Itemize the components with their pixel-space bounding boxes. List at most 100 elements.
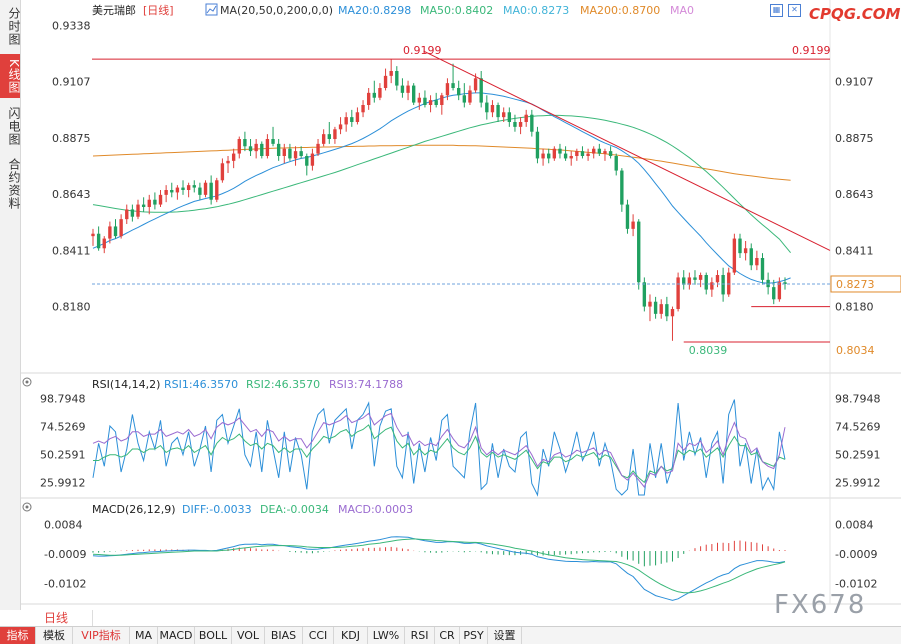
macd-settings-icon[interactable] bbox=[22, 502, 32, 512]
legend-rsi2: RSI2:46.3570 bbox=[246, 378, 320, 391]
time-tick-7: 2025/05 bbox=[712, 609, 762, 610]
sidebar-item-flash[interactable]: 闪电图 bbox=[7, 106, 21, 146]
legend-macd: MACD:0.0003 bbox=[338, 503, 413, 516]
candle-body bbox=[704, 275, 708, 290]
window-grid-icon[interactable]: ▦ bbox=[770, 4, 783, 17]
candle-body bbox=[738, 238, 742, 254]
current-price-box bbox=[830, 275, 901, 293]
candle-body bbox=[355, 112, 360, 122]
toolbar-tab-11[interactable]: RSI bbox=[405, 627, 435, 644]
ma-settings-icon[interactable] bbox=[205, 3, 218, 16]
candle-body bbox=[457, 88, 461, 96]
toolbar-tab-8[interactable]: CCI bbox=[303, 627, 334, 644]
macd-tick-right-1: -0.0009 bbox=[835, 548, 877, 561]
candle-body bbox=[563, 153, 568, 159]
legend-ma-params: MA(20,50,0,200,0,0) bbox=[220, 4, 333, 17]
candle-body bbox=[473, 78, 478, 91]
candle-body bbox=[186, 185, 191, 190]
candle-body bbox=[625, 204, 630, 229]
window-close-icon[interactable]: ✕ bbox=[788, 4, 801, 17]
candle-body bbox=[153, 199, 157, 205]
chart-canvas: 美元瑞郎 [日线] MA(20,50,0,200,0,0) MA20:0.829… bbox=[20, 0, 901, 610]
macd-tick-left-0: 0.0084 bbox=[44, 518, 83, 531]
candle-body bbox=[434, 100, 438, 105]
period-tag[interactable]: [日线] bbox=[143, 3, 174, 17]
candle-body bbox=[321, 134, 326, 144]
macd-tick-right-0: 0.0084 bbox=[835, 518, 874, 531]
candle-body bbox=[333, 129, 337, 139]
toolbar-tab-10[interactable]: LW% bbox=[368, 627, 405, 644]
toolbar-tab-0[interactable]: 指标 bbox=[0, 627, 36, 644]
candle-body bbox=[243, 139, 247, 147]
toolbar-tab-14[interactable]: 设置 bbox=[488, 627, 522, 644]
candle-body bbox=[535, 131, 540, 159]
toolbar-tab-9[interactable]: KDJ bbox=[334, 627, 368, 644]
candle-body bbox=[468, 90, 472, 103]
sidebar-item-timeshare[interactable]: 分时图 bbox=[7, 6, 21, 46]
toolbar-tab-7[interactable]: BIAS bbox=[265, 627, 303, 644]
candle-body bbox=[631, 221, 635, 229]
toolbar-tab-3[interactable]: MA bbox=[130, 627, 158, 644]
main-legend: 美元瑞郎 [日线] MA(20,50,0,200,0,0) MA20:0.829… bbox=[92, 3, 694, 516]
candle-body bbox=[108, 226, 112, 239]
macd-tick-left-2: -0.0102 bbox=[44, 578, 86, 591]
toolbar-tab-4[interactable]: MACD bbox=[158, 627, 195, 644]
candle-body bbox=[637, 221, 641, 283]
candle-body bbox=[485, 102, 489, 113]
candle-body bbox=[164, 190, 168, 195]
candle-body bbox=[119, 219, 123, 237]
price-tick-left-1: 0.9107 bbox=[52, 75, 91, 88]
ma20-line bbox=[92, 92, 791, 284]
candle-body bbox=[383, 75, 388, 88]
candle-body bbox=[192, 185, 196, 188]
sidebar-item-contract[interactable]: 合约资料 bbox=[7, 158, 21, 210]
candle-body bbox=[693, 277, 697, 280]
candle-body bbox=[260, 143, 264, 156]
candle-body bbox=[507, 112, 512, 122]
candle-body bbox=[524, 114, 528, 122]
low-line-label: 0.8034 bbox=[836, 344, 875, 357]
toolbar-tab-5[interactable]: BOLL bbox=[195, 627, 232, 644]
candle-body bbox=[400, 85, 405, 93]
watermark: FX678 bbox=[774, 590, 867, 620]
candle-body bbox=[614, 156, 618, 171]
time-tick-2: 2024/12 bbox=[287, 609, 337, 610]
rsi-tick-left-2: 50.2591 bbox=[40, 448, 86, 461]
candle-body bbox=[642, 282, 647, 307]
toolbar-tab-2[interactable]: VIP指标 bbox=[73, 627, 130, 644]
time-axis: 2024/10 2024/11 2024/12 2025/01 2025/02 2025/… bbox=[112, 609, 762, 610]
candle-body bbox=[597, 148, 602, 154]
candle-body bbox=[276, 143, 281, 156]
candle-body bbox=[327, 134, 331, 139]
toolbar-tab-6[interactable]: VOL bbox=[232, 627, 265, 644]
candle-body bbox=[440, 95, 444, 105]
ma50-line bbox=[92, 114, 791, 254]
panel-settings-icons[interactable] bbox=[22, 377, 32, 512]
legend-ma0-second: MA0 bbox=[670, 4, 694, 17]
candle-body bbox=[271, 139, 275, 144]
toolbar-tab-1[interactable]: 模板 bbox=[36, 627, 73, 644]
candle-body bbox=[496, 105, 500, 118]
candle-body bbox=[732, 238, 737, 273]
candle-body bbox=[586, 153, 590, 156]
candle-body bbox=[648, 301, 652, 307]
toolbar-tab-13[interactable]: PSY bbox=[460, 627, 488, 644]
candle-body bbox=[181, 187, 185, 190]
sidebar-item-kline[interactable]: K线图 bbox=[0, 54, 21, 98]
candle-body bbox=[125, 209, 129, 220]
candle-body bbox=[653, 301, 658, 314]
period-selector[interactable]: 日线 bbox=[20, 610, 93, 626]
toolbar-tab-12[interactable]: CR bbox=[435, 627, 460, 644]
candle-body bbox=[293, 151, 298, 159]
candle-body bbox=[102, 238, 106, 249]
low-label: 0.8039 bbox=[689, 344, 728, 357]
price-tick-left-2: 0.8875 bbox=[52, 132, 91, 145]
time-tick-3: 2025/01 bbox=[370, 609, 420, 610]
candle-body bbox=[721, 275, 725, 295]
candle-body bbox=[580, 151, 585, 156]
candle-body bbox=[530, 114, 534, 132]
rsi-settings-icon[interactable] bbox=[22, 377, 32, 387]
candle-body bbox=[698, 275, 703, 280]
ma200-line bbox=[92, 144, 791, 181]
price-tick-right-4: 0.8411 bbox=[835, 244, 874, 257]
